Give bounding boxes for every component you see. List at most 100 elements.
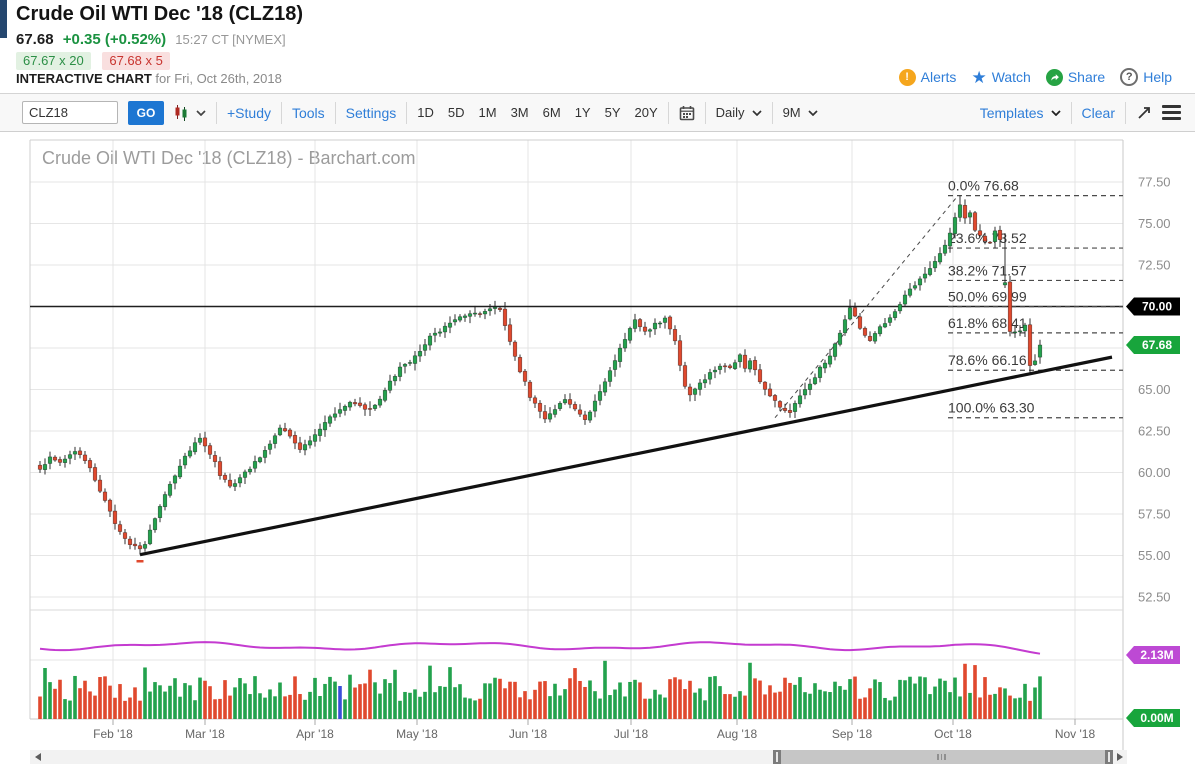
range-button-6M[interactable]: 6M — [542, 105, 561, 120]
volume-bar — [933, 686, 937, 719]
volume-bar — [778, 691, 782, 719]
range-button-5Y[interactable]: 5Y — [604, 105, 621, 120]
pointer-tool-button[interactable] — [1136, 105, 1152, 121]
range-button-3M[interactable]: 3M — [510, 105, 529, 120]
open-interest-line[interactable] — [39, 641, 1041, 655]
scroll-handle-left[interactable] — [773, 750, 781, 764]
candle-body — [807, 383, 813, 390]
volume-bar — [248, 694, 252, 719]
volume-bar — [463, 697, 467, 719]
tools-link[interactable]: Tools — [291, 104, 325, 121]
volume-bar — [453, 687, 457, 719]
volume-bar — [568, 678, 572, 719]
calendar-icon — [679, 105, 694, 120]
span-dropdown[interactable]: 9M — [783, 105, 818, 120]
candle-body — [1027, 324, 1033, 366]
range-button-20Y[interactable]: 20Y — [634, 105, 658, 120]
volume-bar — [963, 663, 967, 719]
settings-link[interactable]: Settings — [345, 104, 397, 121]
scroll-right-arrow-icon[interactable] — [1117, 753, 1123, 761]
candle-body — [667, 316, 673, 330]
volume-bar — [488, 683, 492, 719]
fibonacci-level-label: 78.6% 66.16 — [948, 352, 1027, 368]
candle-body — [647, 329, 653, 332]
x-axis-label: Jul '18 — [614, 727, 649, 741]
candle-body — [1007, 281, 1013, 332]
alerts-link[interactable]: ! Alerts — [898, 68, 956, 86]
calendar-button[interactable] — [679, 105, 695, 121]
candle-body — [947, 232, 953, 247]
candle-body — [662, 317, 668, 323]
candle-body — [772, 395, 778, 401]
volume-bar — [688, 680, 692, 719]
share-link[interactable]: Share — [1045, 68, 1105, 86]
range-button-5D[interactable]: 5D — [447, 105, 465, 120]
go-button[interactable]: GO — [128, 100, 164, 125]
volume-bar — [103, 676, 107, 719]
volume-bar — [378, 693, 382, 719]
candle-body — [432, 332, 438, 336]
scroll-handle-right[interactable] — [1105, 750, 1113, 764]
volume-bar — [188, 685, 192, 719]
candle-body — [657, 322, 663, 325]
candle-body — [277, 427, 283, 436]
candle-body — [412, 355, 418, 364]
candle-body — [827, 355, 833, 365]
clear-link[interactable]: Clear — [1081, 104, 1115, 121]
chart-type-dropdown[interactable] — [174, 104, 206, 122]
volume-bar — [303, 699, 307, 719]
volume-bar — [1028, 700, 1032, 719]
volume-bar — [318, 696, 322, 719]
volume-bar — [823, 691, 827, 719]
volume-bar — [1038, 676, 1042, 719]
watch-link[interactable]: ★ Watch — [971, 67, 1031, 87]
help-link[interactable]: ? Help — [1120, 68, 1172, 86]
volume-bar — [818, 689, 822, 719]
trend-arrow-icon — [1138, 106, 1150, 119]
candle-body — [337, 409, 343, 414]
volume-bar — [328, 676, 332, 719]
symbol-input[interactable] — [22, 101, 118, 124]
candle-body — [507, 324, 513, 342]
volume-bar — [643, 698, 647, 719]
y-axis-label: 55.00 — [1138, 548, 1171, 563]
x-axis-label: Feb '18 — [93, 727, 133, 741]
scroll-left-arrow-icon[interactable] — [35, 753, 41, 761]
candle-body — [397, 366, 403, 377]
candle-body — [132, 543, 138, 547]
y-axis-label: 65.00 — [1138, 382, 1171, 397]
volume-bars-layer — [38, 660, 1042, 719]
volume-bar — [733, 696, 737, 719]
chart-scrollbar-thumb[interactable] — [773, 750, 1113, 764]
frequency-dropdown[interactable]: Daily — [716, 105, 762, 120]
chart-scrollbar-track[interactable] — [30, 750, 1127, 764]
volume-bar — [198, 677, 202, 719]
chart-date: for Fri, Oct 26th, 2018 — [155, 71, 282, 86]
range-button-1Y[interactable]: 1Y — [574, 105, 591, 120]
candle-body — [687, 386, 693, 396]
candle-body — [632, 319, 638, 329]
volume-bar — [448, 667, 452, 719]
brand-accent-bar — [0, 0, 7, 38]
fibonacci-level-label: 0.0% 76.68 — [948, 178, 1019, 194]
candle-body — [292, 435, 298, 444]
candle-body — [82, 454, 88, 461]
candle-body — [477, 313, 483, 315]
toolbar-separator — [406, 101, 408, 124]
trendline[interactable] — [139, 355, 1113, 557]
candle-body — [447, 322, 453, 328]
range-button-1D[interactable]: 1D — [417, 105, 434, 120]
chart-plot-area[interactable] — [30, 140, 1123, 719]
volume-bar — [923, 677, 927, 719]
add-study-link[interactable]: +Study — [227, 104, 271, 121]
menu-button[interactable] — [1162, 102, 1181, 123]
price-chart[interactable]: Crude Oil WTI Dec '18 (CLZ18) - Barchart… — [0, 132, 1195, 777]
range-button-1M[interactable]: 1M — [478, 105, 497, 120]
volume-bar — [1023, 683, 1027, 719]
templates-dropdown[interactable]: Templates — [980, 105, 1061, 121]
volume-bar — [193, 700, 197, 719]
volume-bar — [843, 689, 847, 719]
candle-body — [872, 333, 878, 342]
candle-body — [462, 315, 468, 318]
